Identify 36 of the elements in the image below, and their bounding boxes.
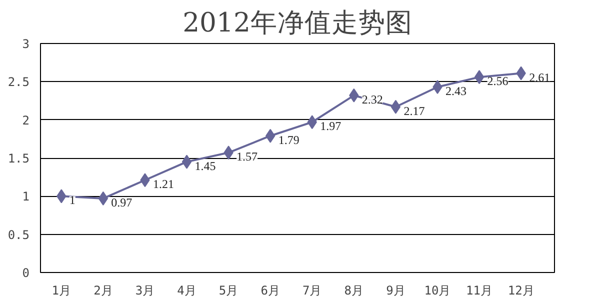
data-label: 2.56 — [487, 74, 508, 88]
data-label: 1 — [69, 193, 76, 208]
data-label: 2.17 — [404, 104, 425, 118]
x-tick-label: 11月 — [466, 284, 493, 298]
x-tick-label: 2月 — [94, 284, 113, 298]
data-label: 2.61 — [529, 70, 550, 84]
data-label: 2.43 — [445, 84, 466, 98]
x-tick-label: 4月 — [177, 284, 196, 298]
x-tick-label: 3月 — [135, 284, 155, 298]
data-label: 2.32 — [362, 92, 383, 106]
point — [98, 191, 108, 206]
x-tick-label: 10月 — [424, 284, 451, 298]
y-tick-label: 2.5 — [8, 75, 30, 90]
x-tick-label: 9月 — [386, 284, 406, 298]
x-tick-label: 1月 — [52, 284, 72, 298]
data-label: 1.45 — [194, 158, 216, 173]
x-tick-label: 5月 — [218, 284, 238, 298]
x-tick-label: 7月 — [302, 284, 322, 298]
data-label: 1.57 — [236, 150, 258, 164]
y-tick-label: 0 — [22, 266, 30, 280]
x-tick-label: 8月 — [344, 284, 364, 298]
data-label: 0.97 — [111, 195, 132, 210]
point — [474, 70, 484, 84]
chart-title: 2012年净值走势图 — [182, 8, 412, 38]
y-tick-label: 1.5 — [8, 152, 30, 166]
data-label: 1.79 — [278, 132, 300, 147]
x-tick-label: 6月 — [260, 284, 280, 298]
x-tick-label: 12月 — [508, 284, 534, 298]
data-label: 1.97 — [320, 119, 342, 134]
data-label: 1.21 — [152, 177, 174, 192]
y-tick-label: 0.5 — [8, 228, 30, 242]
y-tick-label: 1 — [22, 190, 30, 204]
point — [390, 100, 401, 114]
y-tick-label: 2 — [22, 113, 30, 128]
point — [182, 154, 192, 169]
y-tick-label: 3 — [22, 37, 30, 51]
